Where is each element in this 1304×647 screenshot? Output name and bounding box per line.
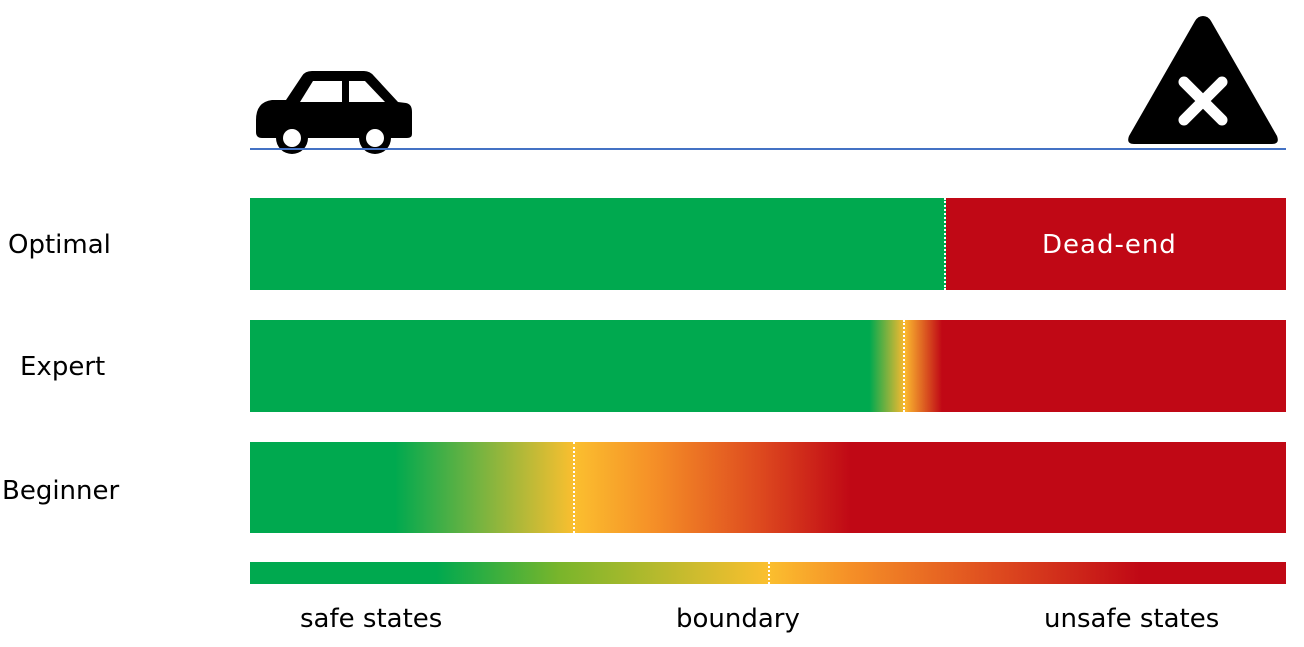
dead-end-label: Dead-end xyxy=(1042,230,1177,260)
row-label-beginner: Beginner xyxy=(2,476,120,506)
warning-triangle-x-icon xyxy=(1128,16,1278,144)
car-icon xyxy=(256,71,412,154)
beginner-bar xyxy=(250,442,1286,533)
row-label-optimal: Optimal xyxy=(8,230,111,260)
optimal-bar: Dead-end xyxy=(250,198,1286,290)
boundary-marker xyxy=(573,442,575,533)
expert-bar xyxy=(250,320,1286,412)
row-label-expert: Expert xyxy=(20,352,106,382)
legend-safe-label: safe states xyxy=(300,604,443,634)
boundary-marker xyxy=(944,198,946,290)
legend-unsafe-label: unsafe states xyxy=(1044,604,1220,634)
boundary-marker xyxy=(903,320,905,412)
legend-gradient-bar xyxy=(250,562,1286,584)
legend-boundary-label: boundary xyxy=(676,604,800,634)
boundary-marker xyxy=(768,562,770,584)
road-line xyxy=(250,148,1286,150)
